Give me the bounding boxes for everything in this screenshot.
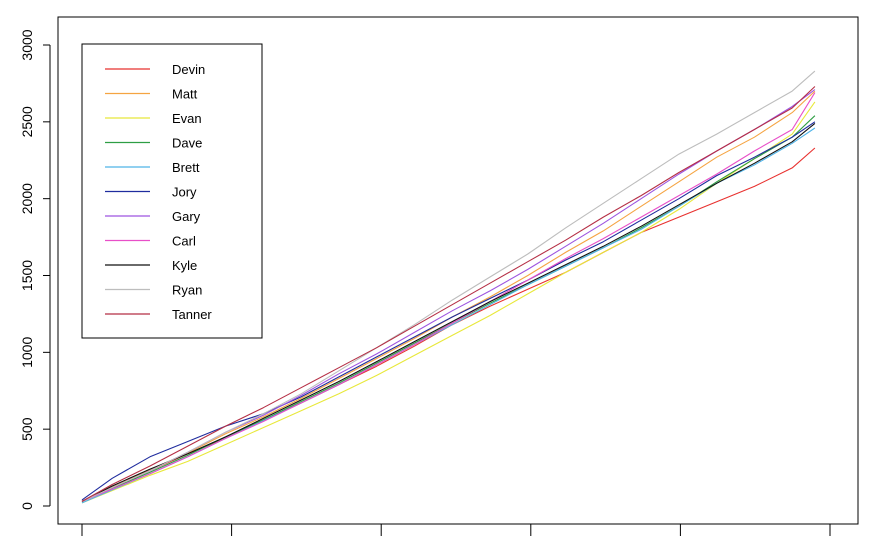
legend-label: Matt xyxy=(172,87,198,102)
y-tick-label: 500 xyxy=(19,417,35,441)
x-axis xyxy=(81,523,831,536)
legend-label: Ryan xyxy=(172,283,202,298)
series-line-carl xyxy=(81,92,816,502)
series-lines xyxy=(81,70,816,504)
legend-label: Jory xyxy=(172,185,197,200)
legend-label: Evan xyxy=(172,111,202,126)
legend-label: Tanner xyxy=(172,307,212,322)
y-axis: 0 500 1000 1500 2000 2500 3000 xyxy=(19,29,51,510)
legend-label: Devin xyxy=(172,62,205,77)
y-tick-label: 1500 xyxy=(19,260,35,291)
y-tick-label: 0 xyxy=(19,502,35,510)
legend-label: Brett xyxy=(172,160,200,175)
series-line-evan xyxy=(81,101,816,504)
legend-label: Gary xyxy=(172,209,201,224)
y-tick-label: 2500 xyxy=(19,106,35,137)
legend-label: Kyle xyxy=(172,258,197,273)
legend: Devin Matt Evan Dave Brett Jory Gary Carl Kyle Ry… xyxy=(81,43,263,339)
series-line-jory xyxy=(81,121,816,501)
legend-label: Dave xyxy=(172,136,202,151)
y-tick-label: 3000 xyxy=(19,29,35,60)
legend-label: Carl xyxy=(172,234,196,249)
y-tick-label: 1000 xyxy=(19,337,35,368)
series-line-kyle xyxy=(81,122,816,502)
y-tick-label: 2000 xyxy=(19,183,35,214)
series-line-ryan xyxy=(81,70,816,502)
series-line-tanner xyxy=(81,86,816,502)
